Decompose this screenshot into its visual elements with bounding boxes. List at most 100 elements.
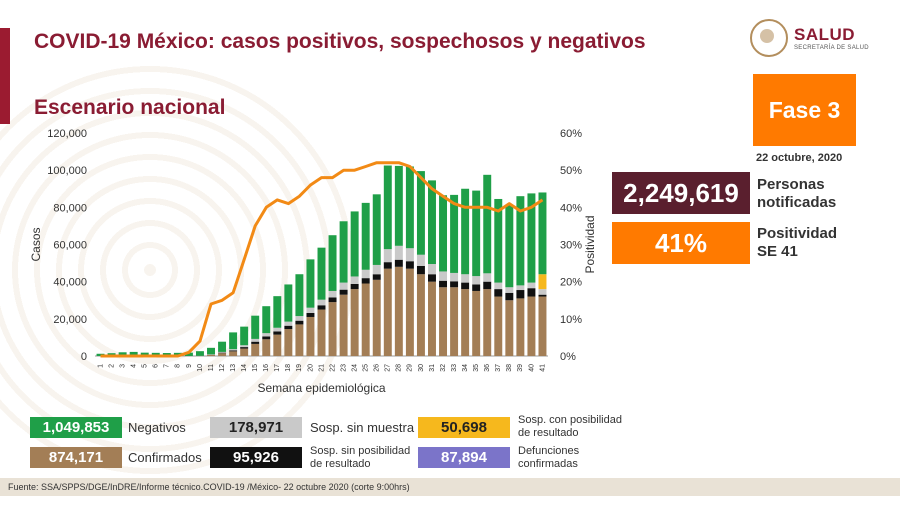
x-tick-label: 15: [252, 364, 259, 372]
y-tick-label: 40,000: [53, 277, 87, 289]
bar-segment: [306, 316, 315, 356]
legend-sin-posibilidad-value: 95,926: [210, 447, 302, 468]
bar-segment: [328, 290, 337, 298]
bar-segment: [494, 296, 503, 356]
bar-segment: [218, 352, 227, 354]
legend-defunciones-value: 87,894: [418, 447, 510, 468]
bar-segment: [483, 289, 492, 356]
bar-segment: [317, 309, 326, 356]
bars-group: [96, 165, 547, 356]
bar-segment: [527, 193, 536, 283]
bar-segment: [505, 300, 514, 356]
bar-segment: [483, 281, 492, 290]
y-tick-label: 60,000: [53, 240, 87, 252]
bar-segment: [461, 274, 470, 283]
y2-tick-label: 10%: [560, 314, 582, 326]
bar-segment: [262, 336, 271, 340]
bar-segment: [538, 296, 547, 356]
x-tick-label: 28: [396, 364, 403, 372]
bar-segment: [306, 259, 315, 308]
bar-segment: [516, 285, 525, 291]
positividad-value: 41%: [612, 222, 750, 264]
bar-segment: [328, 297, 337, 303]
x-tick-label: 36: [484, 364, 491, 372]
bar-segment: [516, 290, 525, 299]
bar-segment: [538, 192, 547, 275]
bar-segment: [494, 282, 503, 290]
bar-segment: [350, 211, 359, 277]
page-title: COVID-19 México: casos positivos, sospec…: [34, 30, 646, 53]
bar-segment: [229, 351, 238, 356]
bar-segment: [439, 280, 448, 288]
bar-segment: [372, 279, 381, 356]
y-tick-label: 120,000: [47, 128, 87, 140]
bar-segment: [461, 188, 470, 275]
y-tick-label: 100,000: [47, 165, 87, 177]
bar-segment: [339, 289, 348, 295]
bar-segment: [439, 271, 448, 281]
bar-segment: [538, 294, 547, 297]
bar-segment: [505, 292, 514, 301]
bar-segment: [317, 247, 326, 300]
bar-segment: [461, 289, 470, 356]
bar-segment: [494, 289, 503, 297]
x-tick-label: 10: [197, 364, 204, 372]
x-tick-label: 20: [307, 364, 314, 372]
logo-subtitle: SECRETARÍA DE SALUD: [794, 45, 869, 51]
bar-segment: [439, 195, 448, 272]
bar-segment: [251, 315, 260, 339]
bar-segment: [218, 351, 227, 353]
positividad-line: [100, 161, 544, 358]
bar-segment: [527, 296, 536, 356]
x-tick-label: 19: [296, 364, 303, 372]
x-tick-label: 22: [329, 364, 336, 372]
y-tick-label: 0: [81, 351, 87, 363]
bar-segment: [295, 324, 304, 356]
bar-segment: [472, 284, 481, 291]
bar-segment: [538, 274, 547, 290]
bar-segment: [251, 341, 260, 344]
y2-tick-label: 0%: [560, 351, 576, 363]
report-date: 22 octubre, 2020: [756, 152, 843, 164]
bar-segment: [450, 287, 459, 356]
x-tick-label: 35: [473, 364, 480, 372]
x-axis-title: Semana epidemiológica: [257, 381, 385, 395]
bar-segment: [129, 351, 138, 356]
bar-segment: [328, 302, 337, 356]
bar-segment: [262, 339, 271, 356]
bar-segment: [439, 287, 448, 356]
x-tick-label: 31: [429, 364, 436, 372]
bar-segment: [328, 235, 337, 291]
legend-defunciones-label: Defunciones confirmadas: [518, 445, 580, 470]
x-tick-label: 17: [274, 364, 281, 372]
x-tick-label: 21: [318, 364, 325, 372]
bar-segment: [195, 351, 204, 356]
y2-tick-label: 20%: [560, 277, 582, 289]
bar-segment: [240, 347, 249, 349]
x-tick-label: 39: [517, 364, 524, 372]
bar-segment: [207, 354, 215, 356]
bar-segment: [184, 352, 193, 356]
x-tick-label: 18: [285, 364, 292, 372]
x-tick-label: 34: [462, 364, 469, 372]
bar-segment: [339, 221, 348, 283]
bar-segment: [538, 289, 547, 295]
x-tick-label: 16: [263, 364, 270, 372]
x-tick-label: 41: [539, 364, 546, 372]
bar-segment: [295, 320, 304, 325]
bar-segment: [472, 276, 481, 285]
bar-segment: [394, 245, 403, 260]
bar-segment: [361, 269, 370, 279]
y2-tick-label: 30%: [560, 240, 582, 252]
bar-segment: [461, 282, 470, 290]
x-tick-label: 38: [506, 364, 513, 372]
bar-segment: [416, 274, 425, 356]
x-tick-label: 7: [164, 364, 171, 368]
background-watermark: [0, 60, 360, 480]
y-tick-label: 20,000: [53, 314, 87, 326]
logo-name: SALUD: [794, 25, 856, 44]
bar-segment: [405, 261, 414, 269]
bar-segment: [372, 264, 381, 275]
x-tick-label: 25: [363, 364, 370, 372]
